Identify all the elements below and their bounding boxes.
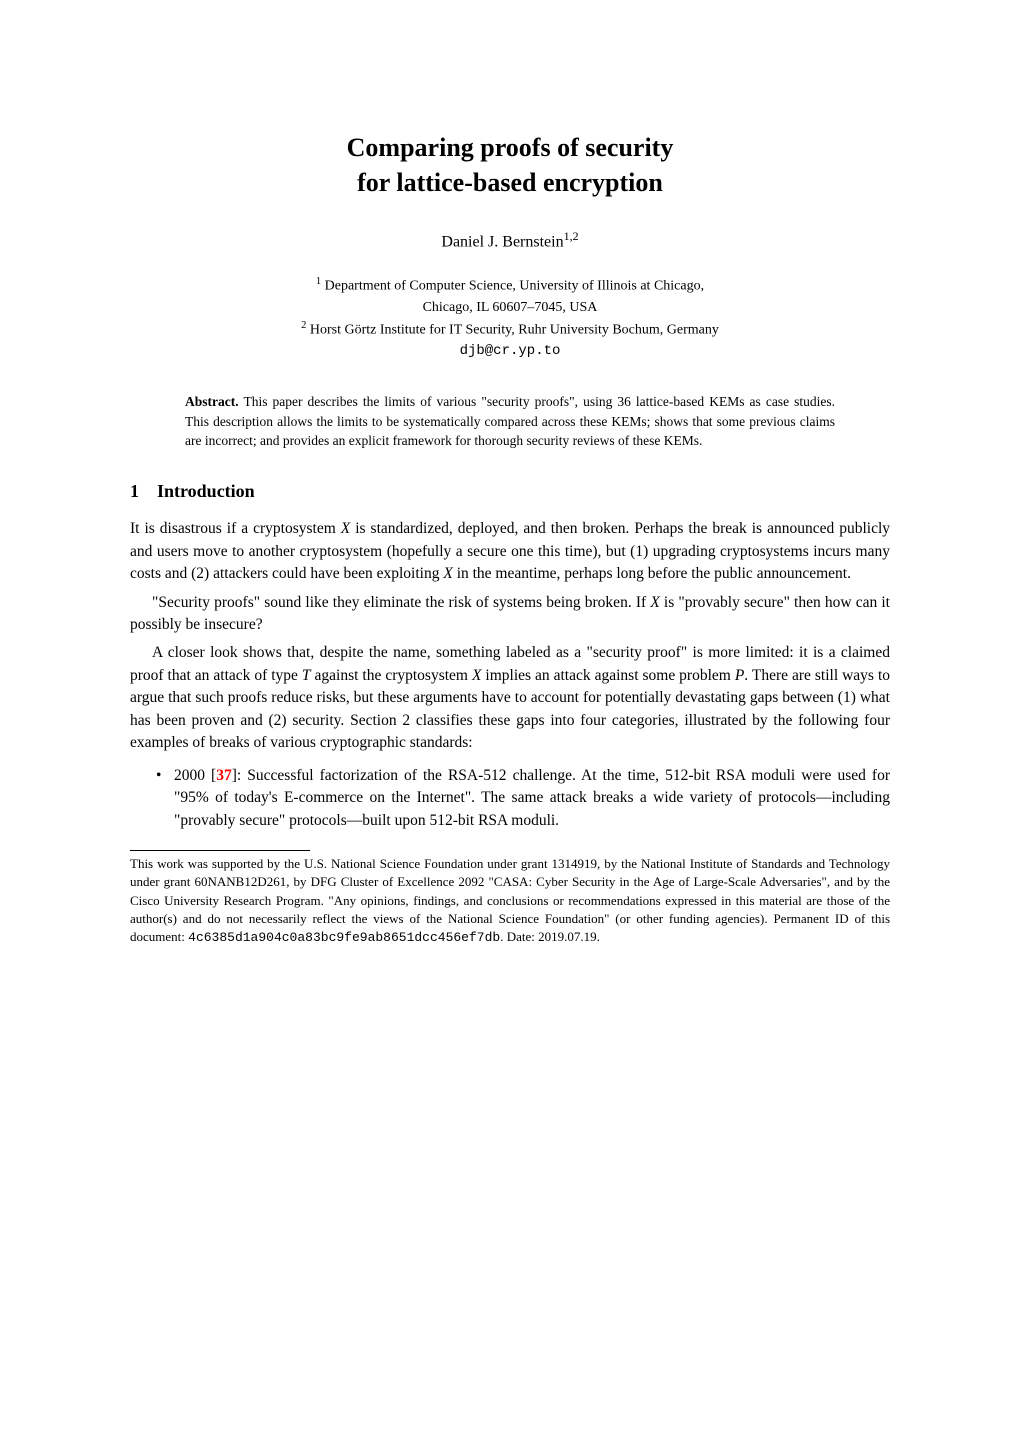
section-1-heading: 1 Introduction [130, 479, 890, 504]
bullet-1-year: 2000 [174, 767, 205, 784]
section-1-number: 1 [130, 481, 139, 501]
bullet-list: • 2000 [37]: Successful factorization of… [156, 765, 890, 832]
footnote-rule [130, 850, 310, 851]
author-block: Daniel J. Bernstein1,2 [130, 228, 890, 254]
bullet-1-rest: : Successful factorization of the RSA-51… [174, 767, 890, 829]
affil-1-line-1: Department of Computer Science, Universi… [325, 279, 704, 294]
bullet-1-content: 2000 [37]: Successful factorization of t… [174, 765, 890, 832]
author-name: Daniel J. Bernstein [441, 234, 563, 251]
citation-link-37[interactable]: 37 [216, 767, 232, 784]
abstract-text: This paper describes the limits of vario… [185, 394, 835, 448]
affil-1-ref: 1 [316, 276, 321, 287]
author-email: djb@cr.yp.to [460, 343, 561, 359]
page-root: Comparing proofs of security for lattice… [0, 0, 1020, 1007]
section-1-title: Introduction [157, 481, 255, 501]
paragraph-1: It is disastrous if a cryptosystem X is … [130, 518, 890, 585]
bullet-mark: • [156, 765, 174, 832]
affil-1-line-2: Chicago, IL 60607–7045, USA [423, 300, 598, 315]
paper-title: Comparing proofs of security for lattice… [130, 130, 890, 200]
bullet-item-1: • 2000 [37]: Successful factorization of… [156, 765, 890, 832]
paragraph-2: "Security proofs" sound like they elimin… [130, 592, 890, 637]
footnote-block: This work was supported by the U.S. Nati… [130, 855, 890, 947]
author-affil-ref: 1,2 [564, 229, 579, 243]
abstract-label: Abstract. [185, 394, 239, 409]
abstract-block: Abstract. This paper describes the limit… [185, 392, 835, 451]
title-line-1: Comparing proofs of security [347, 133, 674, 162]
footnote-doc-id: 4c6385d1a904c0a83bc9fe9ab8651dcc456ef7db [188, 930, 500, 945]
paragraph-3: A closer look shows that, despite the na… [130, 642, 890, 754]
affiliations-block: 1 Department of Computer Science, Univer… [130, 274, 890, 362]
title-line-2: for lattice-based encryption [357, 168, 663, 197]
affil-2-text: Horst Görtz Institute for IT Security, R… [310, 322, 719, 337]
affil-2-ref: 2 [301, 320, 306, 331]
footnote-text-after: . Date: 2019.07.19. [500, 929, 600, 944]
